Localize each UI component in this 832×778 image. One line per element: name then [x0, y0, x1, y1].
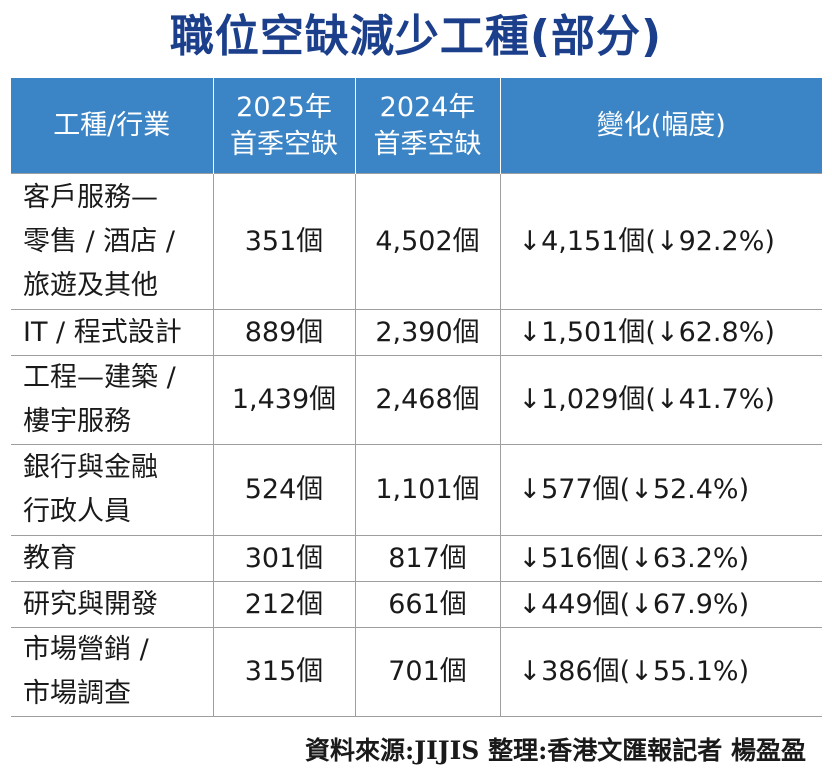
value-2025: 524個 [212, 444, 355, 536]
header-2025: 2025年 首季空缺 [212, 78, 356, 174]
value-2024: 817個 [354, 535, 500, 582]
header-category: 工種/行業 [11, 78, 214, 174]
value-2025: 1,439個 [212, 355, 355, 445]
category-line: 旅遊及其他 [23, 269, 158, 301]
value-change: ↓516個(↓63.2%) [499, 535, 822, 582]
row-category: 市場營銷 / 市場調查 [11, 627, 213, 717]
value-change: ↓577個(↓52.4%) [499, 444, 822, 536]
value-change: ↓386個(↓55.1%) [499, 627, 822, 717]
table-row: 教育 301個 817個 ↓516個(↓63.2%) [11, 535, 822, 582]
row-category: 教育 [11, 535, 213, 582]
category-line: 市場營銷 / [23, 634, 149, 665]
value-change: ↓4,151個(↓92.2%) [499, 173, 822, 310]
vacancy-table: 工種/行業 2025年 首季空缺 2024年 首季空缺 變化(幅度) 客戶服務—… [11, 78, 822, 717]
table-row: 工程—建築 / 樓宇服務 1,439個 2,468個 ↓1,029個(↓41.7… [11, 355, 822, 445]
row-category: IT / 程式設計 [11, 309, 213, 356]
table-header-row: 工種/行業 2025年 首季空缺 2024年 首季空缺 變化(幅度) [11, 78, 822, 174]
header-2024-line-2: 首季空缺 [373, 128, 482, 160]
category-line: 教育 [23, 542, 77, 574]
value-change: ↓449個(↓67.9%) [499, 581, 822, 628]
category-line: 研究與開發 [23, 588, 158, 620]
value-change: ↓1,501個(↓62.8%) [499, 309, 822, 356]
table-row: 市場營銷 / 市場調查 315個 701個 ↓386個(↓55.1%) [11, 627, 822, 717]
value-2024: 661個 [354, 581, 500, 628]
row-category: 研究與開發 [11, 581, 213, 628]
header-2024: 2024年 首季空缺 [354, 78, 501, 174]
category-line: 市場調查 [23, 678, 131, 709]
header-change: 變化(幅度) [499, 78, 822, 174]
table-row: 客戶服務— 零售 / 酒店 / 旅遊及其他 351個 4,502個 ↓4,151… [11, 173, 822, 310]
value-2024: 1,101個 [354, 444, 500, 536]
header-2025-line-2: 首季空缺 [230, 128, 338, 160]
value-change: ↓1,029個(↓41.7%) [499, 355, 822, 445]
category-line: 客戶服務— [23, 181, 158, 213]
category-line: 工程—建築 / [23, 362, 176, 393]
row-category: 銀行與金融 行政人員 [11, 444, 213, 536]
row-category: 客戶服務— 零售 / 酒店 / 旅遊及其他 [11, 173, 213, 310]
value-2025: 351個 [212, 173, 355, 310]
category-line: 行政人員 [23, 496, 131, 527]
header-2024-line-1: 2024年 [379, 91, 476, 123]
value-2025: 889個 [212, 309, 355, 356]
page-title: 職位空缺減少工種(部分) [169, 11, 663, 62]
category-line: 零售 / 酒店 / [23, 225, 175, 257]
table-row: IT / 程式設計 889個 2,390個 ↓1,501個(↓62.8%) [11, 309, 822, 356]
value-2025: 212個 [212, 581, 355, 628]
source-credit: 資料來源:JIJIS 整理:香港文匯報記者 楊盈盈 [305, 736, 806, 765]
category-line: IT / 程式設計 [23, 316, 182, 348]
category-line: 樓宇服務 [23, 406, 131, 437]
header-2025-line-1: 2025年 [236, 91, 332, 123]
table-row: 研究與開發 212個 661個 ↓449個(↓67.9%) [11, 581, 822, 628]
value-2024: 701個 [354, 627, 500, 717]
value-2025: 301個 [212, 535, 355, 582]
table-row: 銀行與金融 行政人員 524個 1,101個 ↓577個(↓52.4%) [11, 444, 822, 536]
value-2024: 2,468個 [354, 355, 500, 445]
row-category: 工程—建築 / 樓宇服務 [11, 355, 213, 445]
value-2024: 2,390個 [354, 309, 500, 356]
category-line: 銀行與金融 [23, 452, 158, 483]
value-2025: 315個 [212, 627, 355, 717]
value-2024: 4,502個 [354, 173, 500, 310]
